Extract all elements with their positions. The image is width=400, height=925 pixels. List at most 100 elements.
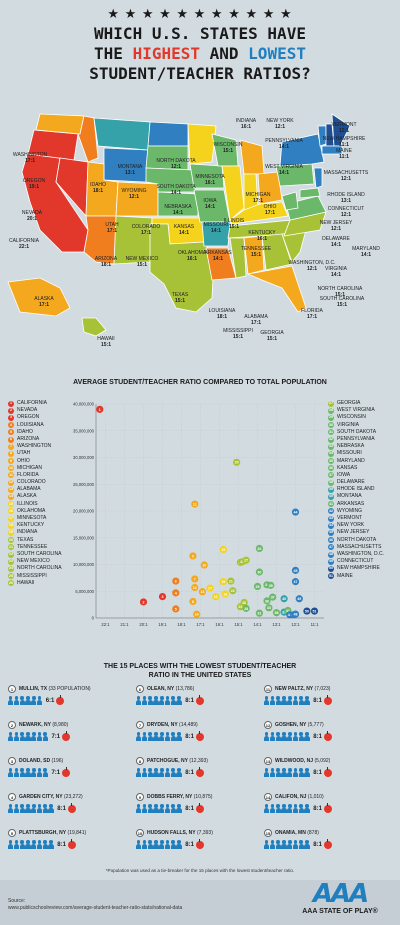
- legend-item-washington: 7 WASHINGTON: [8, 443, 62, 450]
- point-label: 37: [271, 596, 275, 600]
- map-region-maryland: [299, 187, 321, 199]
- legend-label: WEST VIRGINIA: [337, 407, 375, 414]
- x-tick-label: 15:1: [234, 622, 243, 627]
- place-ratio-row: 8:1: [8, 838, 128, 849]
- student-icon: [287, 732, 293, 741]
- point-marker: [255, 568, 263, 576]
- student-icon: [8, 696, 14, 705]
- legend-label: TENNESSEE: [17, 543, 48, 550]
- map-label-ratio: 14:1: [361, 252, 371, 258]
- data-points: 1234567891011121314151617181920212223242…: [96, 405, 319, 619]
- data-point-10: 10: [200, 561, 208, 569]
- legend-label: MONTANA: [337, 493, 362, 500]
- student-icon: [147, 696, 153, 705]
- student-icon: [147, 804, 153, 813]
- apple-icon: [323, 838, 332, 849]
- student-icon: [264, 840, 270, 849]
- student-icon: [164, 696, 171, 705]
- data-point-13: 13: [198, 588, 206, 596]
- student-icon: [19, 840, 25, 849]
- legend-number-badge: 45: [328, 529, 334, 536]
- point-label: 7: [194, 577, 196, 581]
- legend-label: MICHIGAN: [17, 464, 42, 471]
- place-name: 6 OLEAN, NY (13,786): [136, 685, 256, 693]
- legend-label: MARYLAND: [337, 457, 365, 464]
- point-marker: [233, 458, 241, 466]
- y-axis-ticks: 0 5,000,000 10,000,000 15,000,000 20,000,000…: [73, 402, 95, 621]
- student-icon: [176, 732, 182, 741]
- place-rank: 4: [8, 793, 16, 801]
- map-region-mississippi: [229, 237, 247, 279]
- point-marker: [189, 597, 197, 606]
- student-icon: [170, 732, 177, 741]
- place-4: 4 GARDEN CITY, NY (23,272) 8:1: [8, 793, 128, 827]
- legend-item-south-carolina: 22 SOUTH CAROLINA: [8, 551, 62, 558]
- map-label-ratio: 18:1: [101, 262, 111, 268]
- legend-number-badge: 41: [328, 501, 334, 508]
- legend-number-badge: 19: [8, 529, 14, 536]
- x-tick-label: 20:1: [139, 622, 148, 627]
- point-marker: [96, 405, 104, 413]
- legend-number-badge: 27: [328, 400, 334, 407]
- legend-item-alabama: 13 ALABAMA: [8, 486, 62, 493]
- legend-number-badge: 17: [8, 515, 14, 522]
- x-tick-label: 11:1: [311, 622, 320, 627]
- student-icon: [36, 804, 43, 813]
- legend-label: PENNSYLVANIA: [337, 435, 375, 442]
- map-label-name: ILLINOIS: [224, 218, 245, 224]
- point-label: 50: [305, 609, 309, 613]
- point-label: 29: [256, 585, 260, 589]
- map-label-name: SOUTH CAROLINA: [320, 296, 365, 302]
- place-ratio-row: 7:1: [8, 730, 128, 741]
- legend-number-badge: 33: [328, 443, 334, 450]
- map-label-name: IDAHO: [90, 182, 106, 188]
- point-label: 20: [235, 461, 239, 465]
- point-marker: [158, 593, 167, 601]
- student-icon: [304, 804, 310, 813]
- title-highest: HIGHEST: [132, 44, 200, 63]
- point-marker: [310, 607, 319, 615]
- data-point-5: 5: [172, 605, 180, 613]
- student-icon: [36, 768, 43, 777]
- map-region-kentucky: [229, 201, 289, 225]
- point-marker: [255, 544, 263, 553]
- point-label: 41: [286, 609, 290, 613]
- legend-label: ARIZONA: [17, 435, 40, 442]
- point-label: 14: [195, 613, 199, 617]
- map-label-name: OHIO: [264, 204, 277, 210]
- student-icon: [141, 840, 148, 849]
- map-labels: WASHINGTON17:1OREGON19:1NEVADA20:1CALIFO…: [9, 118, 380, 348]
- map-label-ratio: 15:1: [223, 148, 233, 154]
- legend-label: NEW YORK: [337, 522, 365, 529]
- point-marker: [212, 593, 220, 601]
- place-name: 13 WILDWOOD, NJ (5,092): [264, 757, 331, 765]
- x-tick-label: 19:1: [158, 622, 167, 627]
- student-icon: [292, 840, 299, 849]
- student-icon: [264, 732, 270, 741]
- source-label: Source:: [8, 898, 26, 904]
- point-marker: [255, 609, 263, 617]
- student-icon: [275, 732, 281, 741]
- point-label: 35: [269, 584, 273, 588]
- student-icon: [292, 696, 299, 705]
- place-ratio: 8:1: [185, 769, 194, 776]
- point-marker: [191, 500, 199, 508]
- legend-number-badge: 21: [8, 544, 14, 551]
- point-marker: [139, 598, 148, 606]
- place-ratio-row: 8:1: [136, 730, 256, 741]
- map-region-ohio: [257, 171, 283, 205]
- data-point-21: 21: [227, 577, 235, 585]
- map-region-michigan: [239, 139, 265, 175]
- legend-label: INDIANA: [17, 529, 38, 536]
- legend-number-badge: 6: [8, 436, 14, 443]
- point-marker: [280, 595, 288, 603]
- map-label-name: MICHIGAN: [246, 192, 271, 198]
- point-label: 6: [175, 579, 177, 583]
- source-url[interactable]: www.publicschoolreview.com/average-stude…: [8, 905, 183, 911]
- student-icon: [170, 840, 177, 849]
